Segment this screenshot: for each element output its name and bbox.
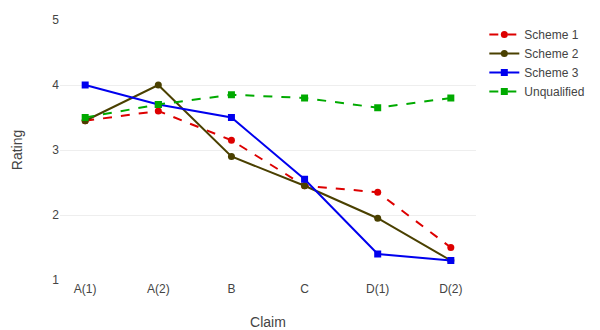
svg-text:D(2): D(2): [439, 282, 462, 296]
svg-text:Scheme 3: Scheme 3: [524, 66, 578, 80]
svg-text:3: 3: [52, 143, 59, 157]
svg-text:A(1): A(1): [74, 282, 97, 296]
svg-text:4: 4: [52, 78, 59, 92]
svg-text:C: C: [300, 282, 309, 296]
svg-text:5: 5: [52, 13, 59, 27]
svg-text:1: 1: [52, 273, 59, 287]
svg-text:D(1): D(1): [366, 282, 389, 296]
svg-text:Rating: Rating: [9, 130, 25, 170]
svg-text:B: B: [227, 282, 235, 296]
svg-text:Claim: Claim: [250, 314, 286, 330]
svg-text:Scheme 2: Scheme 2: [524, 47, 578, 61]
svg-text:A(2): A(2): [147, 282, 170, 296]
svg-text:Unqualified: Unqualified: [524, 85, 584, 99]
svg-text:Scheme 1: Scheme 1: [524, 28, 578, 42]
svg-text:2: 2: [52, 208, 59, 222]
